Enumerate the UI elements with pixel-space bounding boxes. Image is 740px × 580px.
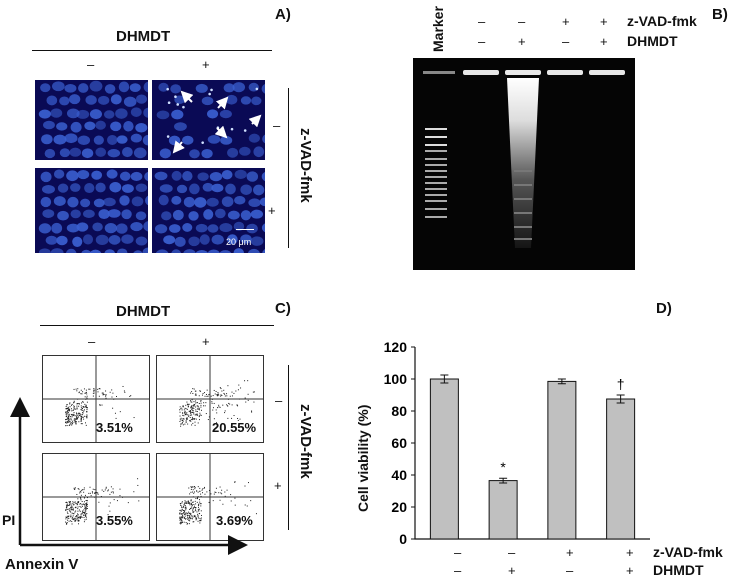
chart-zvad-sign-1: – [454, 545, 462, 560]
chart-dhmdt-sign-3: – [566, 563, 574, 578]
chart-dhmdt-sign-2: + [508, 563, 516, 578]
panel-c-header-line [40, 325, 274, 326]
percentage-zvad-dhmdt: 3.69% [216, 513, 253, 528]
panel-c-zvad-plus: + [274, 478, 282, 493]
dna-gel-image [413, 58, 635, 270]
panel-c-dhmdt-minus: – [88, 334, 96, 349]
flow-plot-zvad [42, 453, 150, 541]
chart-dhmdt-row-label: DHMDT [653, 562, 704, 578]
flow-x-axis-label: Annexin V [5, 556, 79, 573]
flow-plot-control [42, 355, 150, 443]
panel-c-label: C) [275, 300, 291, 317]
panel-a-zvad-plus: + [268, 203, 276, 218]
panel-c-zvad-title: z-VAD-fmk [297, 404, 314, 479]
gel-zvad-row-label: z-VAD-fmk [627, 13, 697, 29]
flow-plot-zvad-dhmdt [156, 453, 264, 541]
significance-mark: * [500, 459, 506, 475]
chart-zvad-sign-4: + [626, 545, 634, 560]
panel-a-header-line [32, 50, 272, 51]
panel-a-label: A) [275, 6, 291, 23]
panel-a-dhmdt-minus: – [87, 57, 95, 72]
percentage-control: 3.51% [96, 420, 133, 435]
chart-dhmdt-sign-1: – [454, 563, 462, 578]
micrograph-zvad-dhmdt: 20 μm [152, 168, 265, 253]
bar [488, 480, 518, 540]
gel-dhmdt-sign-3: – [562, 34, 570, 49]
scale-bar [236, 229, 254, 230]
flow-y-axis-label: PI [2, 512, 16, 528]
y-tick-label: 100 [384, 371, 408, 387]
gel-zvad-sign-4: + [600, 14, 608, 29]
flow-plot-dhmdt [156, 355, 264, 443]
percentage-zvad: 3.55% [96, 513, 133, 528]
y-tick-label: 20 [391, 499, 407, 515]
y-tick-label: 40 [391, 467, 407, 483]
y-tick-label: 80 [391, 403, 407, 419]
chart-y-axis-label: Cell viability (%) [355, 404, 371, 512]
chart-dhmdt-sign-4: + [626, 563, 634, 578]
chart-zvad-row-label: z-VAD-fmk [653, 544, 723, 560]
y-tick-label: 120 [384, 339, 408, 355]
cell-viability-chart: 0 20 40 60 80 100 120 * † [384, 339, 650, 547]
error-bar [616, 394, 625, 404]
panel-c-side-line [288, 365, 289, 530]
panel-c-zvad-minus: – [275, 393, 283, 408]
error-bar [499, 477, 508, 484]
panel-c-dhmdt-plus: + [202, 334, 210, 349]
bar [429, 378, 459, 540]
panel-a-dhmdt-title: DHMDT [116, 28, 171, 45]
chart-zvad-sign-3: + [566, 545, 574, 560]
panel-d-label: D) [656, 300, 672, 317]
significance-mark: † [617, 376, 625, 392]
chart-zvad-sign-2: – [508, 545, 516, 560]
error-bar [557, 378, 566, 385]
error-bar [440, 374, 449, 384]
micrograph-dhmdt [152, 80, 265, 160]
micrograph-control [35, 80, 148, 160]
y-tick-label: 60 [391, 435, 407, 451]
panel-a-zvad-title: z-VAD-fmk [297, 128, 314, 203]
panel-a-zvad-minus: – [273, 118, 281, 133]
panel-a-dhmdt-plus: + [202, 57, 210, 72]
axis-arrows-icon [10, 397, 248, 555]
panel-a-side-line [288, 88, 289, 248]
bar [606, 398, 636, 540]
gel-dhmdt-row-label: DHMDT [627, 33, 678, 49]
gel-dhmdt-sign-1: – [478, 34, 486, 49]
bar [547, 380, 577, 540]
gel-dhmdt-sign-4: + [600, 34, 608, 49]
micrograph-zvad [35, 168, 148, 253]
y-tick-label: 0 [399, 531, 407, 547]
marker-lane-label: Marker [430, 6, 446, 52]
percentage-dhmdt: 20.55% [212, 420, 257, 435]
gel-zvad-sign-2: – [518, 14, 526, 29]
gel-zvad-sign-3: + [562, 14, 570, 29]
apoptosis-arrow-icons [172, 90, 262, 154]
panel-c-dhmdt-title: DHMDT [116, 303, 171, 320]
panel-b-label: B) [712, 6, 728, 23]
scale-bar-label: 20 μm [226, 237, 252, 247]
gel-zvad-sign-1: – [478, 14, 486, 29]
gel-dhmdt-sign-2: + [518, 34, 526, 49]
